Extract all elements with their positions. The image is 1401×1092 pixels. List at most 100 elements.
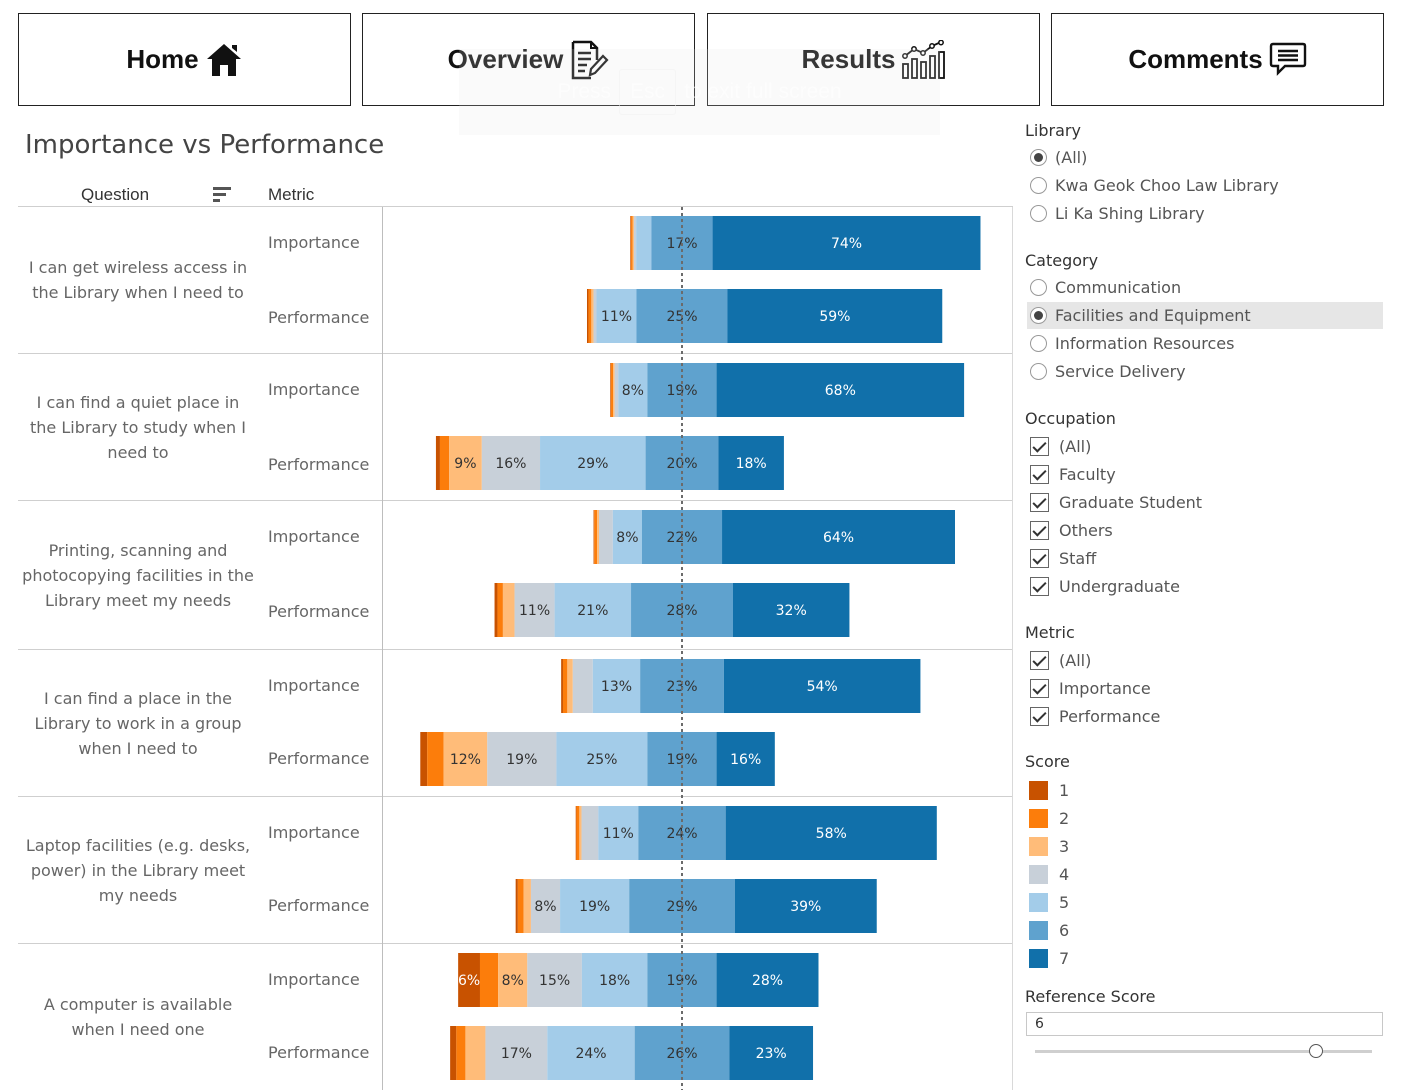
checkbox[interactable] — [1030, 577, 1049, 596]
bar-segment-score-5[interactable] — [596, 289, 637, 343]
bar-segment-score-6[interactable] — [645, 436, 719, 490]
checkbox[interactable] — [1030, 679, 1049, 698]
bar-segment-score-7[interactable] — [732, 583, 850, 637]
category-option-communication[interactable]: Communication — [1027, 274, 1383, 301]
bar-segment-score-7[interactable] — [722, 510, 955, 564]
bar-segment-score-1[interactable] — [561, 659, 563, 713]
radio-button[interactable] — [1030, 363, 1047, 380]
bar-segment-score-3[interactable] — [449, 436, 482, 490]
bar-segment-score-3[interactable] — [443, 732, 488, 786]
bar-segment-score-3[interactable] — [597, 510, 600, 564]
bar-segment-score-2[interactable] — [631, 216, 633, 270]
bar-segment-score-3[interactable] — [613, 363, 615, 417]
checkbox[interactable] — [1030, 549, 1049, 568]
overview-button[interactable]: Overview — [362, 13, 695, 106]
bar-segment-score-2[interactable] — [427, 732, 444, 786]
bar-segment-score-6[interactable] — [647, 953, 717, 1007]
bar-segment-score-3[interactable] — [579, 806, 582, 860]
bar-segment-score-5[interactable] — [540, 436, 646, 490]
bar-segment-score-5[interactable] — [556, 732, 648, 786]
bar-segment-score-2[interactable] — [611, 363, 614, 417]
bar-segment-score-2[interactable] — [479, 953, 499, 1007]
radio-button[interactable] — [1030, 335, 1047, 352]
legend-item-score-3[interactable]: 3 — [1029, 836, 1069, 856]
occupation-option-faculty[interactable]: Faculty — [1027, 461, 1383, 488]
checkbox[interactable] — [1030, 437, 1049, 456]
reference-score-slider-track[interactable] — [1035, 1050, 1372, 1053]
category-option-service-delivery[interactable]: Service Delivery — [1027, 358, 1383, 385]
bar-segment-score-5[interactable] — [581, 953, 648, 1007]
home-button[interactable]: Home — [18, 13, 351, 106]
metric-option-all[interactable]: (All) — [1027, 647, 1383, 674]
bar-segment-score-4[interactable] — [581, 806, 599, 860]
bar-segment-score-2[interactable] — [439, 436, 450, 490]
results-button[interactable]: Results — [707, 13, 1040, 106]
bar-segment-score-4[interactable] — [614, 363, 619, 417]
bar-segment-score-5[interactable] — [547, 1026, 635, 1080]
sort-icon[interactable] — [213, 186, 231, 202]
reference-score-slider-thumb[interactable] — [1309, 1044, 1323, 1058]
bar-segment-score-4[interactable] — [572, 659, 593, 713]
bar-segment-score-7[interactable] — [716, 953, 819, 1007]
bar-segment-score-5[interactable] — [612, 510, 642, 564]
bar-segment-score-7[interactable] — [727, 289, 943, 343]
bar-segment-score-1[interactable] — [593, 510, 595, 564]
bar-segment-score-3[interactable] — [498, 953, 528, 1007]
bar-segment-score-2[interactable] — [576, 806, 580, 860]
legend-item-score-4[interactable]: 4 — [1029, 864, 1069, 884]
occupation-option-all[interactable]: (All) — [1027, 433, 1383, 460]
bar-segment-score-4[interactable] — [527, 953, 582, 1007]
library-option-all[interactable]: (All) — [1027, 144, 1383, 171]
bar-segment-score-1[interactable] — [435, 436, 440, 490]
legend-item-score-7[interactable]: 7 — [1029, 948, 1069, 968]
bar-segment-score-5[interactable] — [598, 806, 639, 860]
occupation-option-staff[interactable]: Staff — [1027, 545, 1383, 572]
radio-button[interactable] — [1030, 205, 1047, 222]
bar-segment-score-7[interactable] — [729, 1026, 814, 1080]
bar-segment-score-4[interactable] — [487, 732, 557, 786]
checkbox[interactable] — [1030, 521, 1049, 540]
bar-segment-score-1[interactable] — [586, 289, 589, 343]
checkbox[interactable] — [1030, 651, 1049, 670]
bar-segment-score-1[interactable] — [458, 953, 480, 1007]
checkbox[interactable] — [1030, 707, 1049, 726]
metric-option-importance[interactable]: Importance — [1027, 675, 1383, 702]
bar-segment-score-7[interactable] — [725, 806, 937, 860]
bar-segment-score-7[interactable] — [718, 436, 784, 490]
legend-item-score-1[interactable]: 1 — [1029, 780, 1069, 800]
occupation-option-undergraduate[interactable]: Undergraduate — [1027, 573, 1383, 600]
bar-segment-score-5[interactable] — [592, 659, 641, 713]
checkbox[interactable] — [1030, 465, 1049, 484]
bar-segment-score-3[interactable] — [523, 879, 531, 933]
category-option-facilities[interactable]: Facilities and Equipment — [1027, 302, 1383, 329]
bar-segment-score-1[interactable] — [494, 583, 498, 637]
bar-segment-score-7[interactable] — [716, 732, 775, 786]
bar-segment-score-5[interactable] — [618, 363, 648, 417]
bar-segment-score-4[interactable] — [530, 879, 561, 933]
radio-button[interactable] — [1030, 177, 1047, 194]
bar-segment-score-2[interactable] — [497, 583, 503, 637]
library-option-kwa-geok-choo[interactable]: Kwa Geok Choo Law Library — [1027, 172, 1383, 199]
bar-segment-score-1[interactable] — [450, 1026, 457, 1080]
metric-option-performance[interactable]: Performance — [1027, 703, 1383, 730]
legend-item-score-2[interactable]: 2 — [1029, 808, 1069, 828]
bar-segment-score-2[interactable] — [456, 1026, 466, 1080]
bar-segment-score-6[interactable] — [640, 659, 724, 713]
bar-segment-score-3[interactable] — [567, 659, 573, 713]
legend-item-score-5[interactable]: 5 — [1029, 892, 1069, 912]
bar-segment-score-4[interactable] — [599, 510, 613, 564]
bar-segment-score-3[interactable] — [632, 216, 634, 270]
bar-segment-score-5[interactable] — [554, 583, 632, 637]
checkbox[interactable] — [1030, 493, 1049, 512]
bar-segment-score-1[interactable] — [420, 732, 428, 786]
bar-segment-score-1[interactable] — [515, 879, 518, 933]
bar-segment-score-1[interactable] — [630, 216, 632, 270]
occupation-option-graduate[interactable]: Graduate Student — [1027, 489, 1383, 516]
reference-score-input[interactable]: 6 — [1026, 1012, 1383, 1036]
bar-segment-score-4[interactable] — [633, 216, 637, 270]
bar-segment-score-2[interactable] — [562, 659, 568, 713]
bar-segment-score-7[interactable] — [712, 216, 981, 270]
radio-button[interactable] — [1030, 307, 1047, 324]
bar-segment-score-1[interactable] — [575, 806, 577, 860]
bar-segment-score-7[interactable] — [723, 659, 921, 713]
